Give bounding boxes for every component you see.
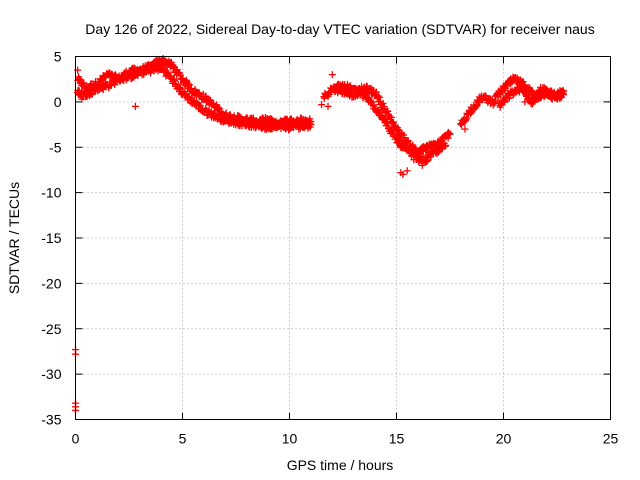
data-point <box>375 93 383 101</box>
data-point <box>305 120 313 128</box>
data-points <box>72 55 567 414</box>
data-point <box>328 71 336 79</box>
data-point <box>307 121 315 129</box>
data-point <box>195 100 203 108</box>
y-tick-label: -30 <box>41 366 61 382</box>
data-point <box>187 84 195 92</box>
data-point <box>519 78 527 86</box>
data-point <box>399 170 407 178</box>
data-point <box>417 153 425 161</box>
data-point <box>318 101 326 109</box>
x-tick-label: 25 <box>603 431 619 447</box>
data-point <box>462 116 470 124</box>
data-point <box>492 96 500 104</box>
y-tick-label: -25 <box>41 321 61 337</box>
data-point <box>445 130 453 138</box>
data-point <box>446 130 454 138</box>
grid-lines <box>75 56 611 420</box>
y-tick-label: -10 <box>41 185 61 201</box>
data-point <box>528 100 536 108</box>
plot-frame <box>75 56 611 420</box>
data-point <box>216 105 224 113</box>
data-point <box>185 81 193 89</box>
y-axis-label: SDTVAR / TECUs <box>6 182 22 294</box>
x-tick-label: 0 <box>72 431 80 447</box>
data-point <box>403 167 411 175</box>
y-tick-label: -20 <box>41 275 61 291</box>
data-point <box>521 98 529 106</box>
data-point <box>496 101 504 109</box>
data-point <box>374 107 382 115</box>
x-tick-label: 5 <box>179 431 187 447</box>
data-point <box>418 161 426 169</box>
x-axis-label: GPS time / hours <box>287 457 394 473</box>
data-point <box>163 68 171 76</box>
data-point <box>372 88 380 96</box>
data-point <box>396 136 404 144</box>
x-tick-label: 20 <box>496 431 512 447</box>
data-point <box>171 76 179 84</box>
data-point <box>324 102 332 110</box>
data-point <box>461 125 469 133</box>
data-point <box>442 141 450 149</box>
y-tick-label: 0 <box>54 94 62 110</box>
data-point <box>75 75 83 83</box>
data-point <box>107 82 115 90</box>
x-tick-label: 15 <box>389 431 405 447</box>
data-point <box>394 138 402 146</box>
y-axis-ticks: -35 -30 -25 -20 -15 -10 -5 0 5 <box>41 49 611 428</box>
y-tick-label: -5 <box>49 139 62 155</box>
chart-title: Day 126 of 2022, Sidereal Day-to-day VTE… <box>85 21 594 37</box>
data-point <box>122 76 130 84</box>
data-point <box>202 92 210 100</box>
y-tick-label: -15 <box>41 230 61 246</box>
data-point <box>427 153 435 161</box>
data-point <box>481 92 489 100</box>
data-point <box>94 87 102 95</box>
data-point <box>78 95 86 103</box>
x-tick-label: 10 <box>282 431 298 447</box>
data-point <box>559 91 567 99</box>
y-tick-label: -35 <box>41 412 61 428</box>
data-point <box>383 120 391 128</box>
data-point <box>379 99 387 107</box>
data-point <box>176 85 184 93</box>
data-point <box>295 125 303 133</box>
data-point <box>215 104 223 112</box>
x-axis-ticks: 0 5 10 15 20 25 <box>72 56 619 447</box>
data-point <box>473 102 481 110</box>
data-point <box>215 111 223 119</box>
data-point <box>131 102 139 110</box>
y-tick-label: 5 <box>54 49 62 65</box>
